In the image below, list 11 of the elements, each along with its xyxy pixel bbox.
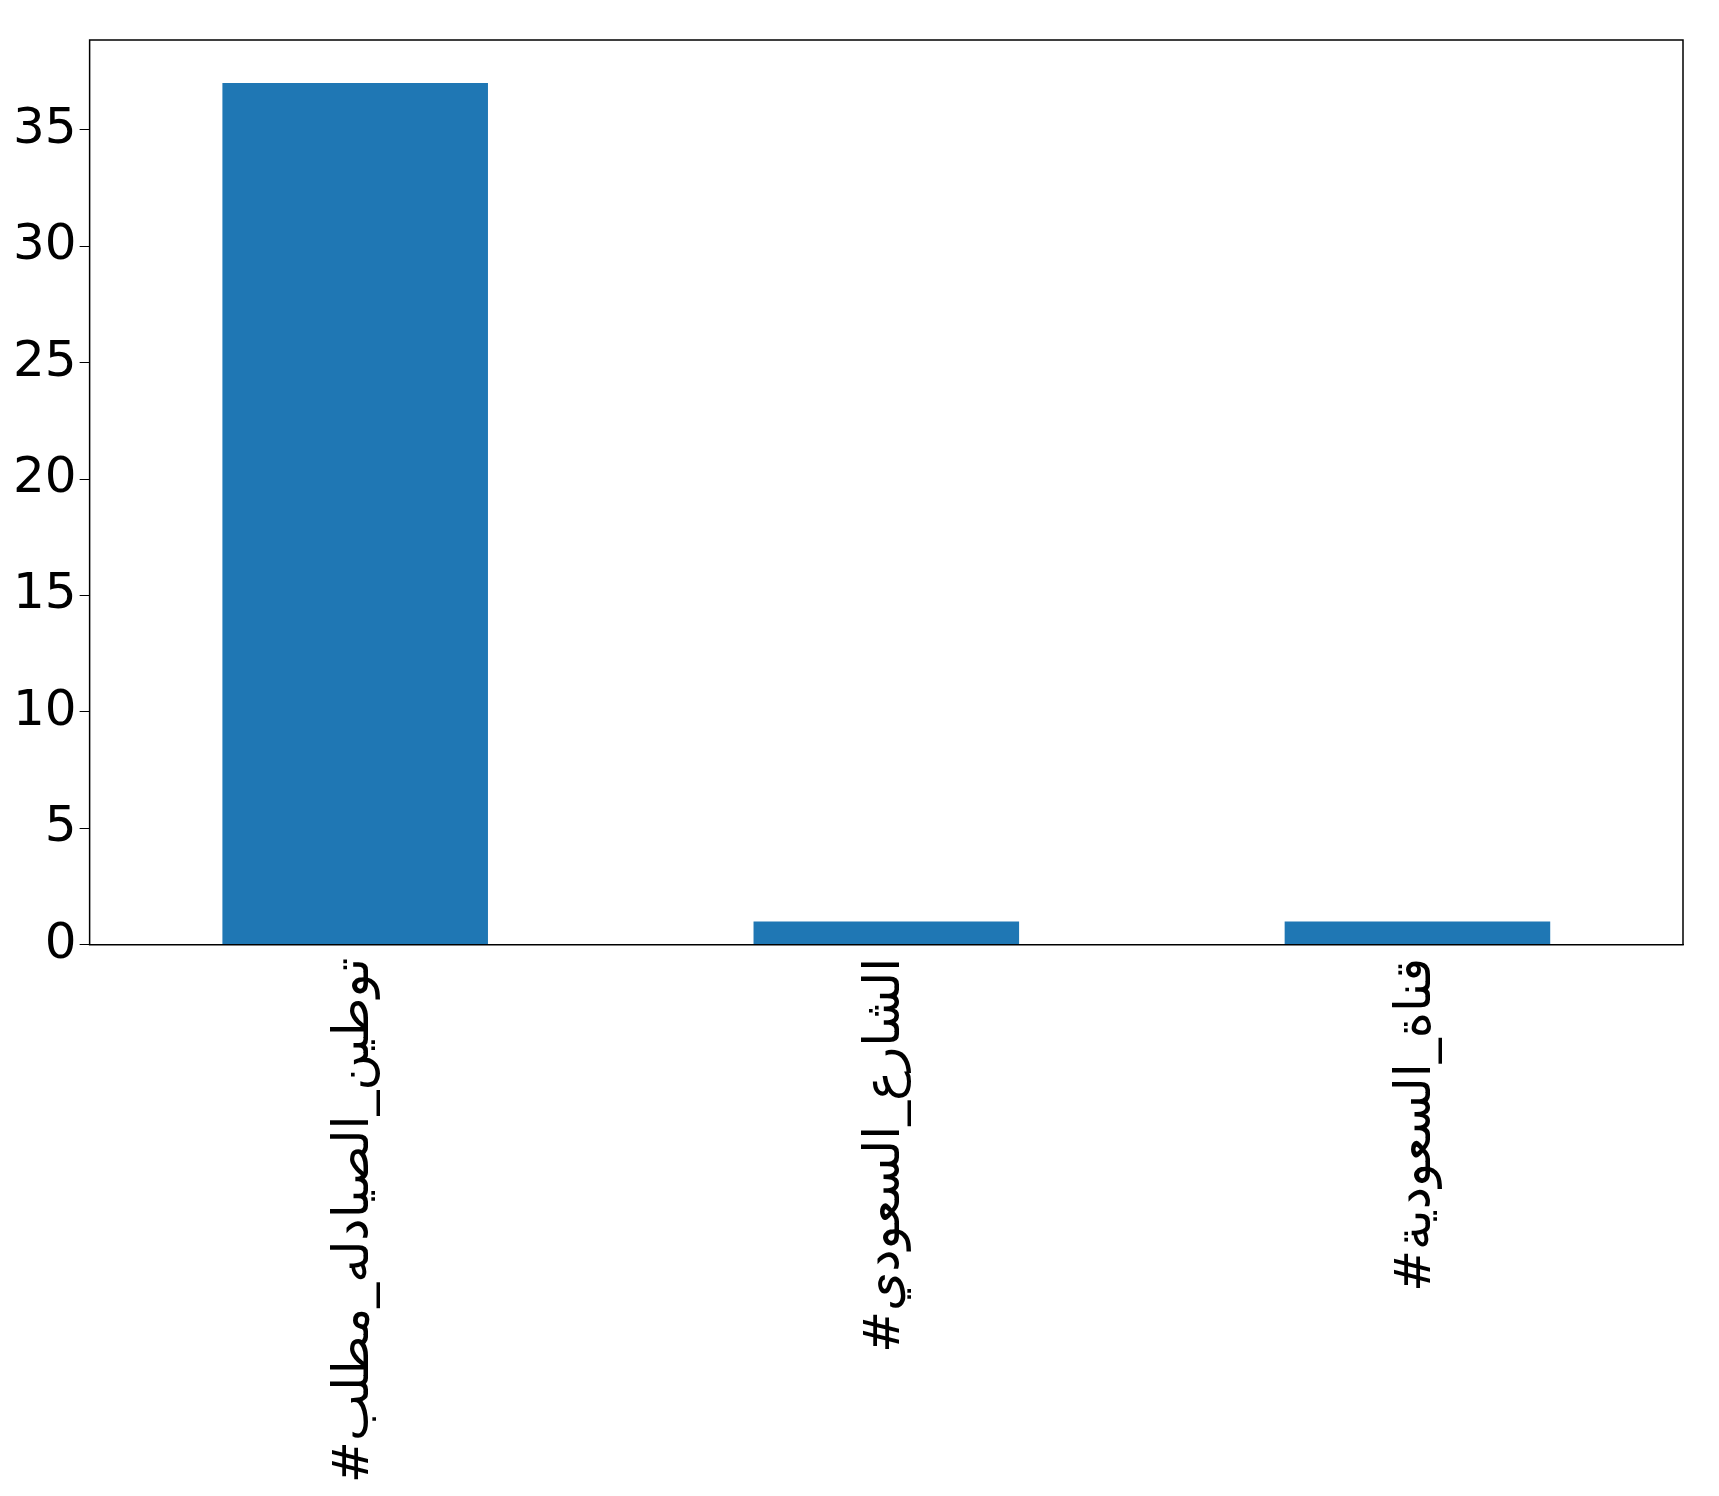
y-tick-label: 20 (13, 446, 77, 505)
x-tick-label: #قناة_السعودية (1384, 957, 1443, 1292)
y-tick-label: 0 (44, 911, 77, 970)
x-tick-label: #توطين_الصيادله_مطلب (322, 957, 381, 1484)
x-tick-label: #الشارع_السعودي (853, 957, 912, 1353)
y-tick-label: 35 (13, 96, 77, 155)
y-tick-label: 10 (13, 678, 77, 737)
y-tick-label: 5 (44, 795, 77, 854)
y-tick-label: 30 (13, 213, 77, 272)
y-tick-label: 15 (13, 562, 77, 621)
y-tick-label: 25 (13, 329, 77, 388)
